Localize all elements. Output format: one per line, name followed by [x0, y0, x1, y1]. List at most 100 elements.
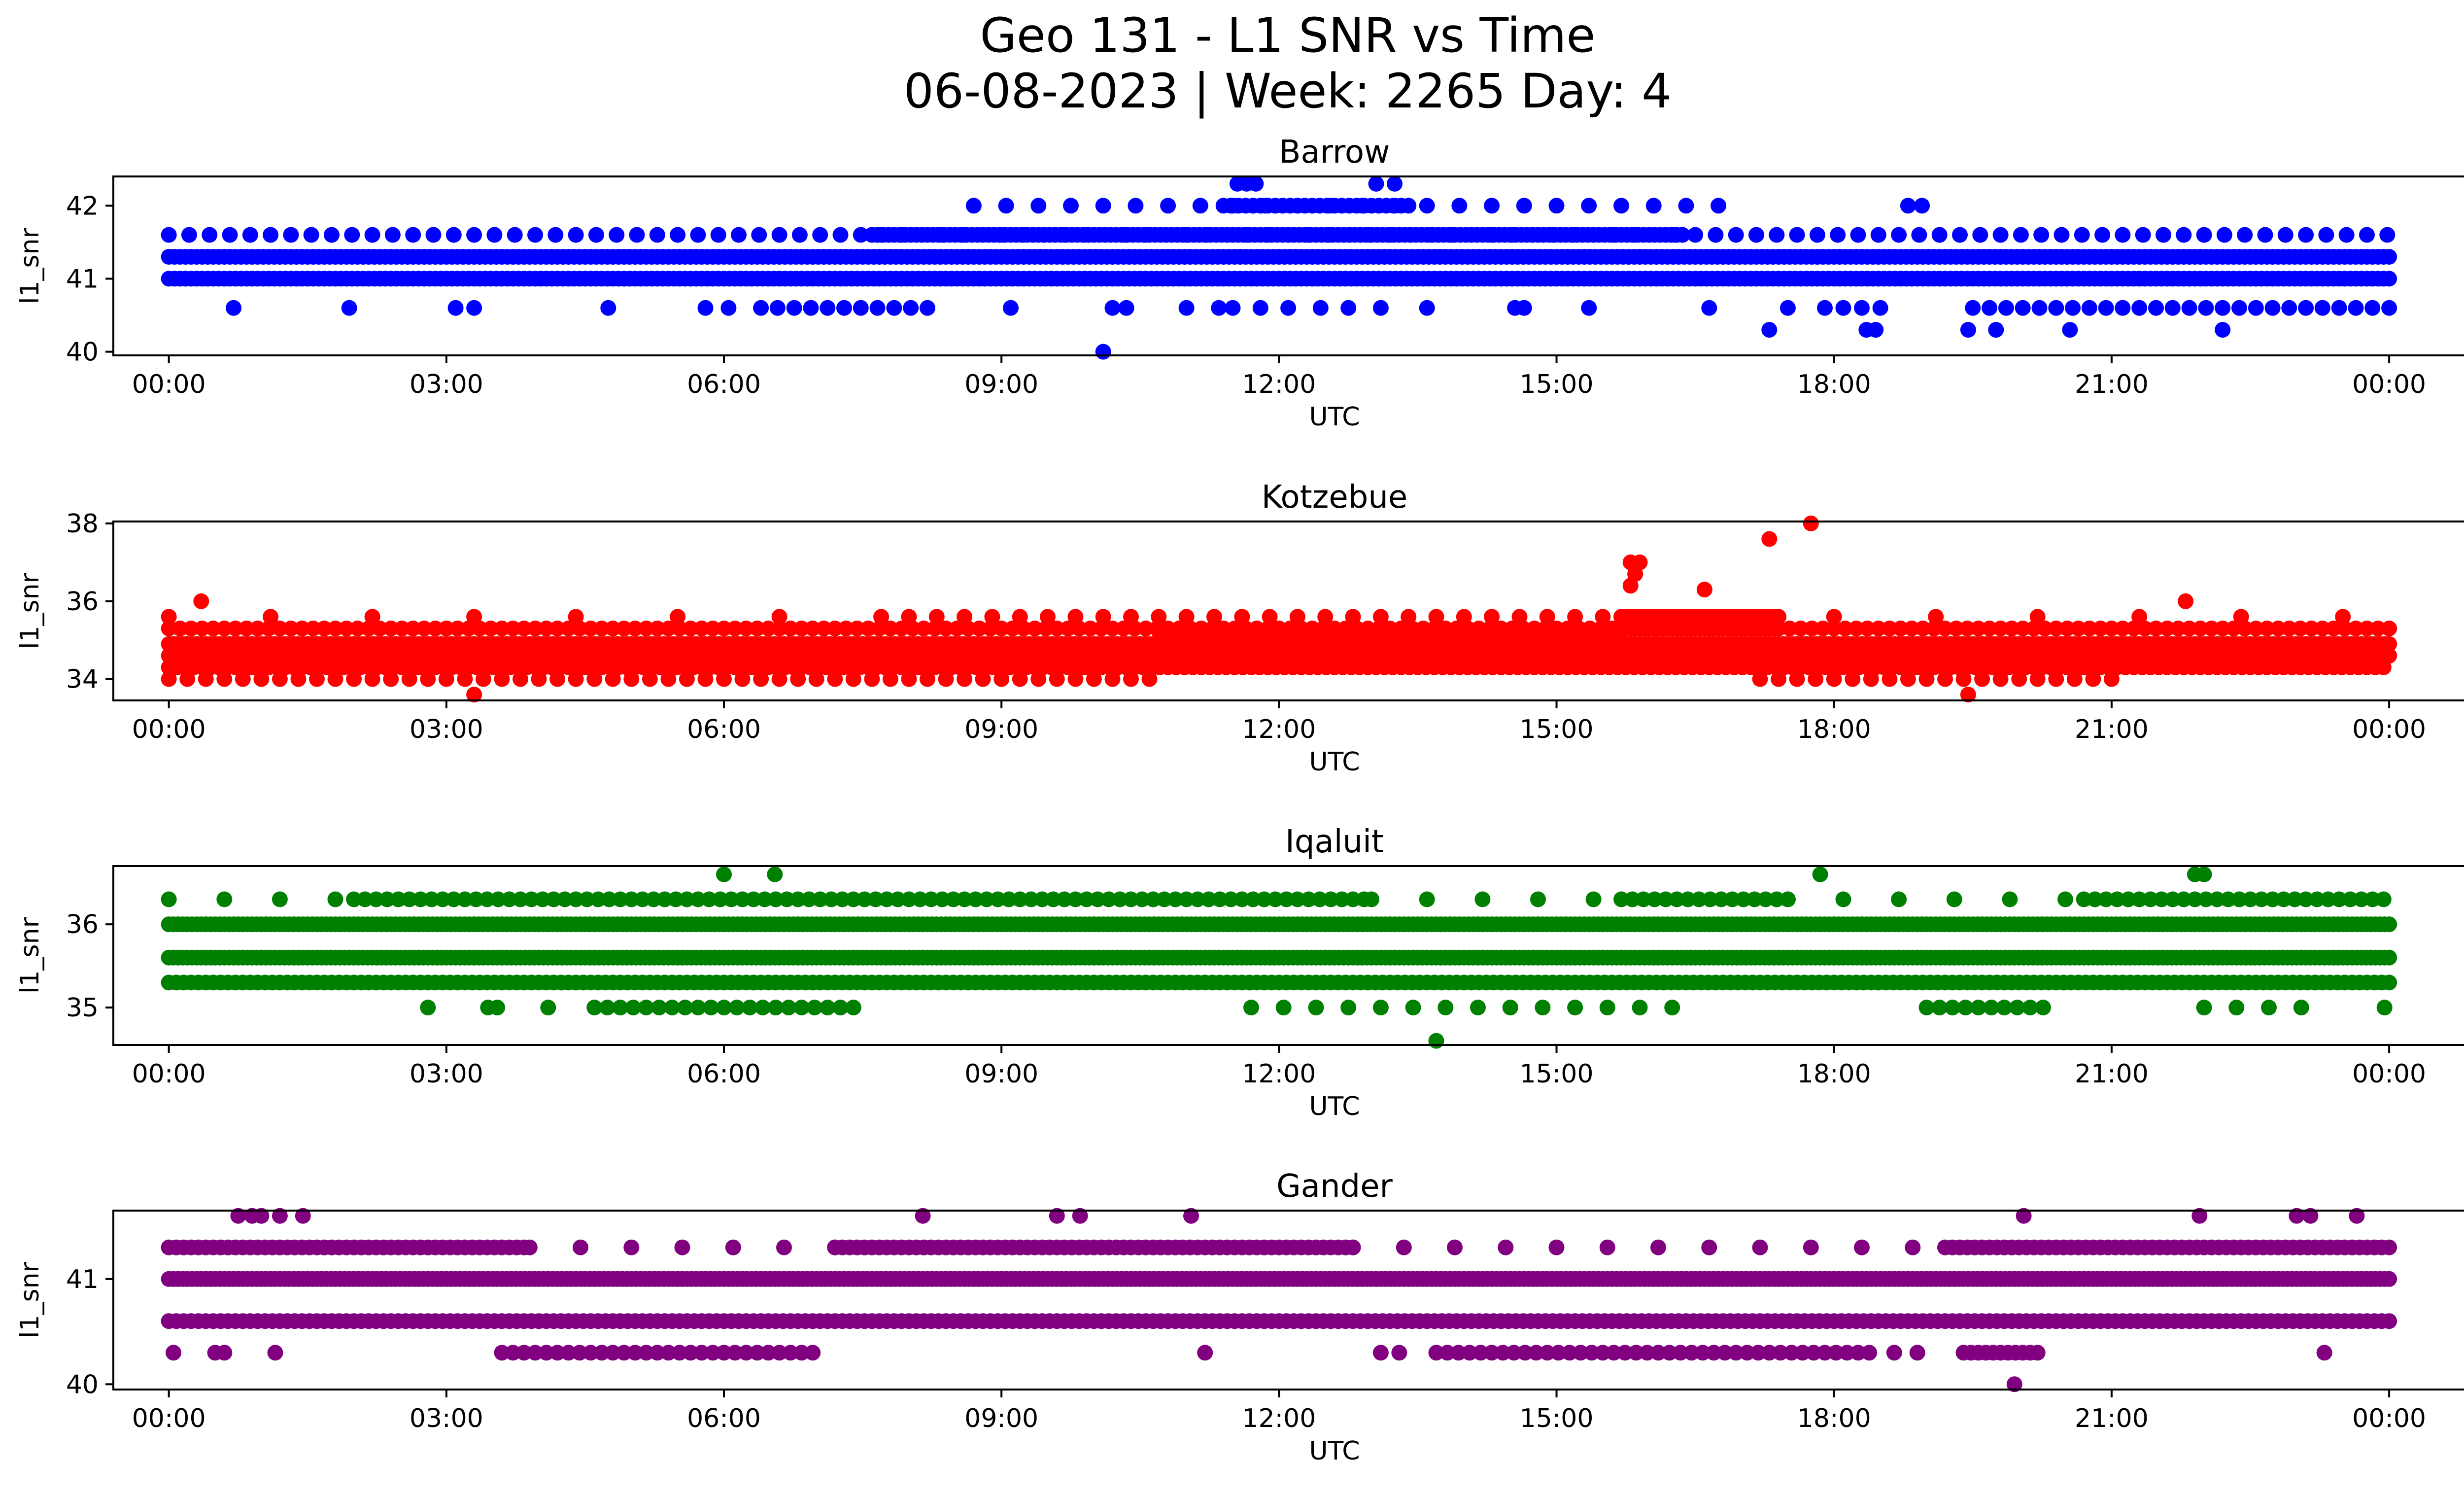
data-point: [660, 621, 677, 636]
x-tick-label: 12:00: [1242, 715, 1316, 744]
data-point: [339, 621, 355, 636]
data-point: [449, 621, 466, 636]
data-point: [2029, 609, 2046, 625]
data-point: [2326, 621, 2342, 636]
data-point: [845, 891, 861, 907]
data-point: [1845, 671, 1861, 687]
data-point: [1312, 300, 1329, 316]
data-point: [638, 621, 654, 636]
data-point: [2376, 1000, 2393, 1015]
data-point: [357, 891, 373, 907]
data-point: [1437, 621, 1454, 636]
data-point: [801, 891, 817, 907]
data-point: [346, 671, 362, 687]
data-point: [2126, 621, 2142, 636]
data-point: [742, 1000, 758, 1015]
data-point: [1808, 671, 1824, 687]
data-point: [677, 1000, 693, 1015]
data-point: [727, 621, 743, 636]
data-point: [2303, 621, 2320, 636]
data-point: [871, 621, 888, 636]
data-point: [990, 891, 1006, 907]
data-point: [690, 227, 706, 243]
data-point: [1870, 621, 1886, 636]
data-point: [401, 891, 417, 907]
data-point: [327, 891, 343, 907]
data-point: [2115, 227, 2131, 243]
data-point: [982, 621, 998, 636]
data-point: [1982, 300, 1998, 316]
data-point: [1260, 621, 1276, 636]
data-point: [216, 671, 233, 687]
data-point: [753, 300, 769, 316]
data-point: [838, 621, 854, 636]
data-point: [1998, 300, 2014, 316]
data-point: [294, 621, 310, 636]
data-point: [832, 227, 849, 243]
data-point: [579, 891, 595, 907]
data-point: [2048, 300, 2064, 316]
data-point: [1190, 891, 1206, 907]
data-point: [1340, 1000, 1357, 1015]
data-point: [599, 1000, 616, 1015]
data-point: [1118, 300, 1134, 316]
data-point: [1538, 621, 1553, 636]
data-point: [1996, 1000, 2013, 1015]
data-point: [2176, 891, 2192, 907]
data-point: [290, 671, 307, 687]
data-point: [568, 227, 584, 243]
data-point: [2381, 271, 2397, 287]
data-point: [998, 198, 1014, 214]
data-point: [2320, 891, 2336, 907]
data-point: [1803, 515, 1819, 531]
data-point: [501, 891, 517, 907]
data-point: [779, 891, 795, 907]
data-point: [697, 671, 714, 687]
data-point: [2137, 621, 2153, 636]
data-point: [2029, 671, 2046, 687]
y-tick-label: 38: [66, 509, 99, 539]
data-point: [2015, 621, 2031, 636]
data-point: [860, 621, 876, 636]
data-point: [1248, 175, 1264, 192]
data-point: [791, 227, 808, 243]
data-point: [263, 609, 279, 625]
data-point: [1781, 621, 1798, 636]
data-point: [1789, 227, 1805, 243]
data-point: [1448, 621, 1465, 636]
data-point: [1882, 621, 1898, 636]
data-point: [445, 891, 462, 907]
data-point: [723, 891, 739, 907]
data-point: [2037, 621, 2053, 636]
data-point: [1340, 300, 1357, 316]
data-point: [1027, 621, 1043, 636]
data-point: [1004, 621, 1021, 636]
data-point: [1387, 175, 1403, 192]
data-point: [2364, 891, 2381, 907]
data-point: [2196, 866, 2212, 882]
data-point: [1952, 227, 1968, 243]
data-point: [816, 621, 832, 636]
data-point: [2264, 891, 2281, 907]
data-point: [901, 891, 917, 907]
data-point: [516, 621, 532, 636]
data-point: [768, 1000, 784, 1015]
data-point: [1082, 621, 1098, 636]
data-point: [1593, 621, 1609, 636]
data-point: [1992, 671, 2009, 687]
data-point: [2159, 621, 2175, 636]
data-point: [2381, 300, 2397, 316]
data-point: [2087, 891, 2103, 907]
data-point: [2215, 300, 2231, 316]
data-point: [1003, 300, 1019, 316]
data-point: [1769, 891, 1785, 907]
data-point: [609, 227, 625, 243]
data-point: [1992, 227, 2009, 243]
data-point: [623, 671, 640, 687]
data-point: [749, 621, 765, 636]
data-point: [1178, 609, 1195, 625]
data-point: [754, 1000, 771, 1015]
data-point: [1300, 891, 1317, 907]
data-point: [2094, 227, 2111, 243]
